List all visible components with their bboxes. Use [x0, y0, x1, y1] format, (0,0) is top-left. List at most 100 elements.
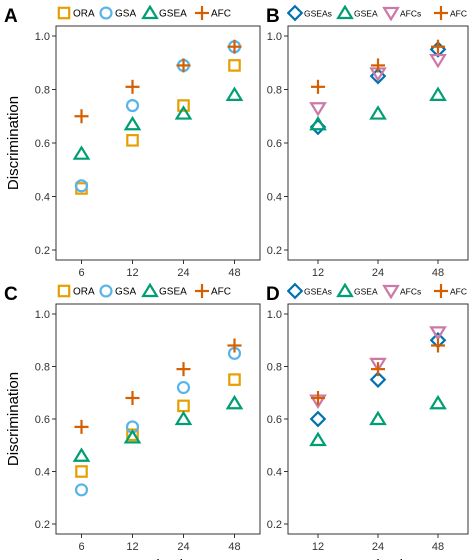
legend-marker-afc: [433, 283, 449, 299]
data-point-gsea-shape: [123, 115, 142, 131]
data-point-ora-shape: [228, 373, 241, 386]
legend-item-afc: AFC: [194, 283, 231, 299]
data-point-ora: [177, 99, 190, 112]
series-gsea: [72, 86, 244, 160]
legend: ORA GSA GSEA AFC: [57, 282, 231, 299]
data-point-ora-shape: [126, 134, 139, 147]
legend-item-gsea: GSEA: [141, 282, 187, 298]
legend-label: GSA: [115, 287, 136, 298]
legend-label: GSEA: [159, 9, 187, 20]
data-point-ora: [126, 134, 139, 147]
data-point-gsea: [369, 410, 387, 426]
y-tick-label: 0.2: [267, 519, 282, 531]
data-point-gsa-shape: [74, 179, 89, 193]
y-tick-label: 1.0: [267, 31, 282, 43]
plot-frame: [287, 303, 469, 535]
legend-item-afcs: AFCs: [382, 6, 421, 22]
x-tick-label: 6: [78, 267, 84, 279]
data-point-ora-shape: [177, 99, 190, 112]
legend-marker-ora: [57, 284, 71, 298]
legend-item-gsa: GSA: [99, 6, 136, 20]
y-axis-title: Discrimination: [5, 372, 22, 466]
legend-label: AFCs: [400, 9, 421, 19]
y-tick-label: 0.6: [35, 138, 50, 150]
series-ora: [75, 373, 241, 478]
data-point-afc: [430, 338, 446, 353]
legend-label: GSEA: [159, 287, 187, 298]
x-axis-title: Sample size: [117, 557, 199, 560]
data-point-afc: [227, 39, 242, 54]
legend-marker-gsa: [99, 284, 113, 298]
legend-marker-afcs-shape: [382, 6, 400, 22]
legend-item-gseas: GSEAs: [286, 282, 332, 300]
y-tick-label: 0.2: [267, 245, 282, 257]
data-point-gsa-shape: [176, 380, 191, 395]
x-tick-label: 24: [372, 541, 384, 553]
data-point-gsea-shape: [225, 394, 244, 410]
data-point-gsea: [429, 86, 447, 101]
y-tick-label: 1.0: [35, 309, 50, 321]
data-point-afc: [227, 338, 242, 353]
data-point-gsa: [74, 483, 89, 497]
data-point-gsea: [123, 429, 142, 444]
y-tick-label: 0.6: [35, 414, 50, 426]
panel-a: A 0.2 0.4 0.6 0.8 1.0 6 12 24 48 Discrimination ORA…: [4, 4, 261, 279]
legend-marker-ora-shape: [57, 6, 71, 20]
x-tick-label: 48: [432, 267, 444, 279]
data-point-afcs: [369, 357, 387, 373]
legend-marker-gsea-shape: [336, 4, 354, 20]
legend: ORA GSA GSEA AFC: [57, 4, 231, 21]
legend-label: ORA: [73, 287, 95, 298]
legend-item-gsea: GSEA: [336, 4, 378, 20]
data-point-gsea-shape: [225, 86, 244, 101]
legend-marker-gsea-shape: [141, 282, 159, 298]
legend-marker-gseas: [286, 4, 304, 22]
data-point-afc: [176, 58, 191, 73]
x-tick-label: 48: [228, 541, 240, 553]
legend-marker-gsa: [99, 6, 113, 20]
x-tick-label: 24: [177, 541, 189, 553]
data-point-gsea: [72, 145, 91, 160]
data-point-gsa-shape: [74, 483, 89, 497]
legend: GSEAs GSEA AFCs AFC: [286, 4, 467, 22]
y-tick-label: 0.8: [35, 85, 50, 97]
data-point-gsea-shape: [72, 145, 91, 160]
legend-marker-gseas: [286, 282, 304, 300]
data-point-ora: [75, 465, 88, 478]
legend-marker-afc: [194, 283, 210, 299]
data-point-afcs-shape: [429, 326, 447, 341]
y-tick-label: 0.4: [267, 467, 282, 479]
legend-marker-gsa-shape: [99, 6, 113, 20]
panel-letter: C: [4, 284, 18, 305]
legend-marker-gsa-shape: [99, 284, 113, 298]
legend-label: AFC: [211, 287, 231, 298]
legend-marker-gsea: [141, 4, 159, 20]
legend-marker-gseas-shape: [286, 4, 304, 22]
data-point-gsea: [72, 447, 91, 462]
legend-label: AFC: [450, 287, 467, 297]
panel-letter: B: [266, 6, 280, 27]
x-tick-label: 24: [177, 267, 189, 279]
data-point-gsa: [125, 98, 140, 113]
legend-marker-gsea: [336, 4, 354, 20]
legend-item-gsea: GSEA: [141, 4, 187, 20]
x-tick-label: 48: [228, 267, 240, 279]
data-point-ora-shape: [75, 465, 88, 478]
y-tick-label: 1.0: [35, 31, 50, 43]
legend-label: AFCs: [400, 287, 421, 297]
data-point-gsa-shape: [125, 98, 140, 113]
legend-marker-gsea: [141, 282, 159, 298]
data-point-afcs-shape: [369, 357, 387, 373]
legend-item-gsa: GSA: [99, 284, 136, 298]
legend-marker-afc: [194, 5, 210, 21]
legend-item-afc: AFC: [433, 5, 467, 21]
series-gsea: [309, 394, 447, 447]
data-point-gsea: [309, 115, 327, 131]
y-tick-label: 0.8: [267, 85, 282, 97]
legend-label: GSEA: [354, 9, 378, 19]
data-point-gsea-shape: [123, 429, 142, 444]
data-point-afc: [310, 390, 326, 406]
plot-frame: [55, 303, 261, 535]
x-tick-label: 12: [126, 267, 138, 279]
legend-item-ora: ORA: [57, 284, 95, 298]
